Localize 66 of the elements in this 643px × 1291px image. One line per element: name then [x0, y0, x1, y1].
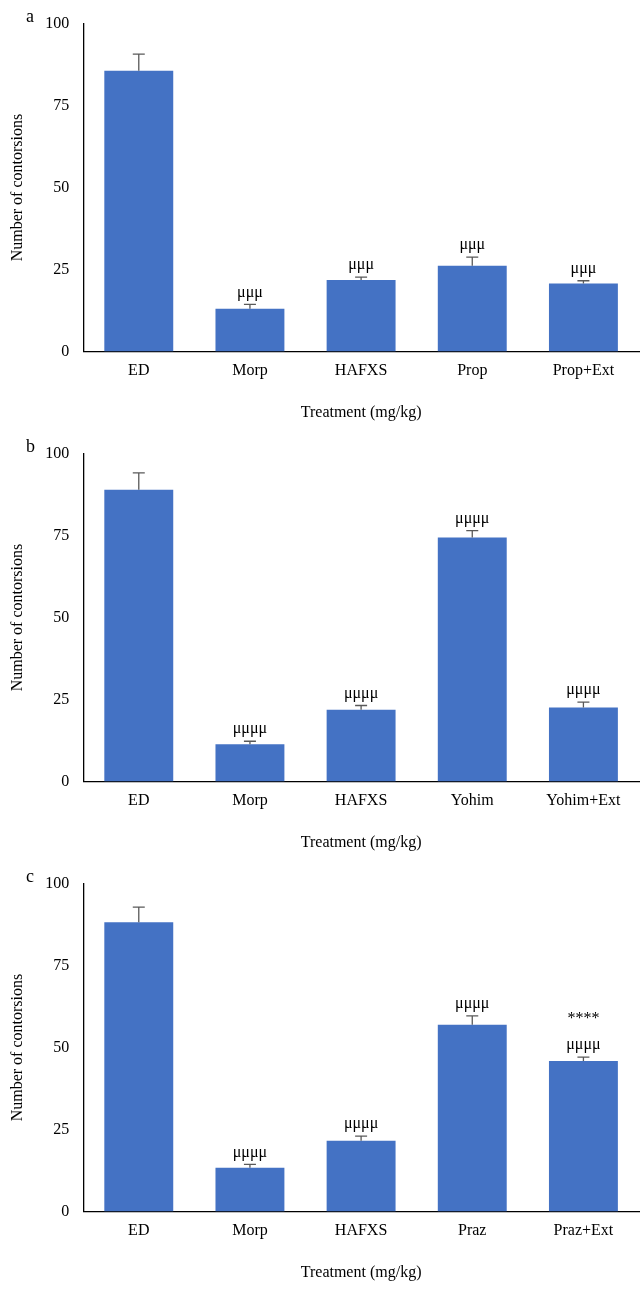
y-tick-label: 25	[53, 689, 70, 707]
bar	[326, 1140, 396, 1212]
x-tick-label: Morp	[232, 791, 268, 810]
x-tick-label: Yohim+Ext	[546, 791, 622, 809]
y-tick-label: 75	[53, 95, 70, 113]
x-axis-title: Treatment (mg/kg)	[300, 402, 422, 421]
annotation: μμμμ	[343, 1114, 379, 1133]
annotation: μμμ	[570, 258, 597, 277]
y-axis-title: Number of contorsions	[7, 973, 25, 1122]
bar	[437, 537, 507, 782]
x-tick-label: ED	[128, 791, 150, 809]
annotation: μμμμ	[343, 683, 379, 702]
x-tick-label: ED	[128, 361, 150, 379]
y-tick-label: 25	[53, 1119, 70, 1137]
bar	[548, 1061, 618, 1212]
y-tick-label: 100	[45, 13, 70, 31]
x-tick-label: Praz+Ext	[553, 1221, 614, 1239]
y-tick-label: 50	[53, 1037, 70, 1055]
annotation: μμμ	[348, 255, 374, 274]
bar	[437, 1024, 507, 1212]
bar	[326, 709, 396, 782]
y-tick-label: 75	[53, 955, 70, 973]
bar	[104, 70, 174, 352]
bar	[548, 707, 618, 782]
x-axis-title: Treatment (mg/kg)	[300, 1262, 422, 1281]
x-tick-label: Prop+Ext	[552, 361, 615, 380]
y-tick-label: 75	[53, 525, 70, 543]
bar	[548, 283, 618, 352]
annotation: μμμ	[237, 282, 263, 301]
bar	[326, 280, 396, 352]
y-axis-title: Number of contorsions	[7, 543, 25, 692]
x-axis-title: Treatment (mg/kg)	[300, 832, 422, 851]
y-tick-label: 50	[53, 607, 70, 625]
x-tick-label: HAFXS	[334, 1221, 388, 1239]
x-tick-label: Morp	[232, 361, 268, 380]
annotation: μμμ	[459, 235, 486, 254]
y-tick-label: 100	[45, 873, 70, 891]
annotation: μμμμ	[232, 719, 268, 738]
y-tick-label: 0	[61, 341, 70, 359]
x-tick-label: HAFXS	[334, 791, 388, 809]
x-tick-label: Yohim	[450, 791, 495, 809]
chart-title: c	[26, 865, 34, 886]
y-axis-title: Number of contorsions	[7, 113, 25, 262]
y-tick-label: 25	[53, 259, 70, 277]
annotation: μμμμ	[232, 1142, 268, 1161]
annotation: μμμμ ****	[566, 1009, 601, 1054]
y-tick-label: 0	[61, 1201, 70, 1219]
bar	[215, 744, 285, 782]
y-tick-label: 100	[45, 443, 70, 461]
x-tick-label: ED	[128, 1221, 150, 1239]
chart-title: b	[26, 435, 35, 456]
annotation: μμμμ	[455, 508, 490, 527]
annotation: μμμμ	[566, 680, 601, 699]
x-tick-label: HAFXS	[334, 361, 388, 379]
bar	[104, 489, 174, 782]
x-tick-label: Praz	[458, 1221, 487, 1239]
x-tick-label: Morp	[232, 1221, 268, 1240]
y-tick-label: 0	[61, 771, 70, 789]
bar	[104, 922, 174, 1212]
bar	[437, 265, 507, 352]
bar	[215, 308, 285, 352]
bar	[215, 1167, 285, 1212]
y-tick-label: 50	[53, 177, 70, 195]
x-tick-label: Prop	[457, 361, 488, 380]
annotation: μμμμ	[455, 993, 490, 1012]
chart-title: a	[26, 5, 34, 26]
